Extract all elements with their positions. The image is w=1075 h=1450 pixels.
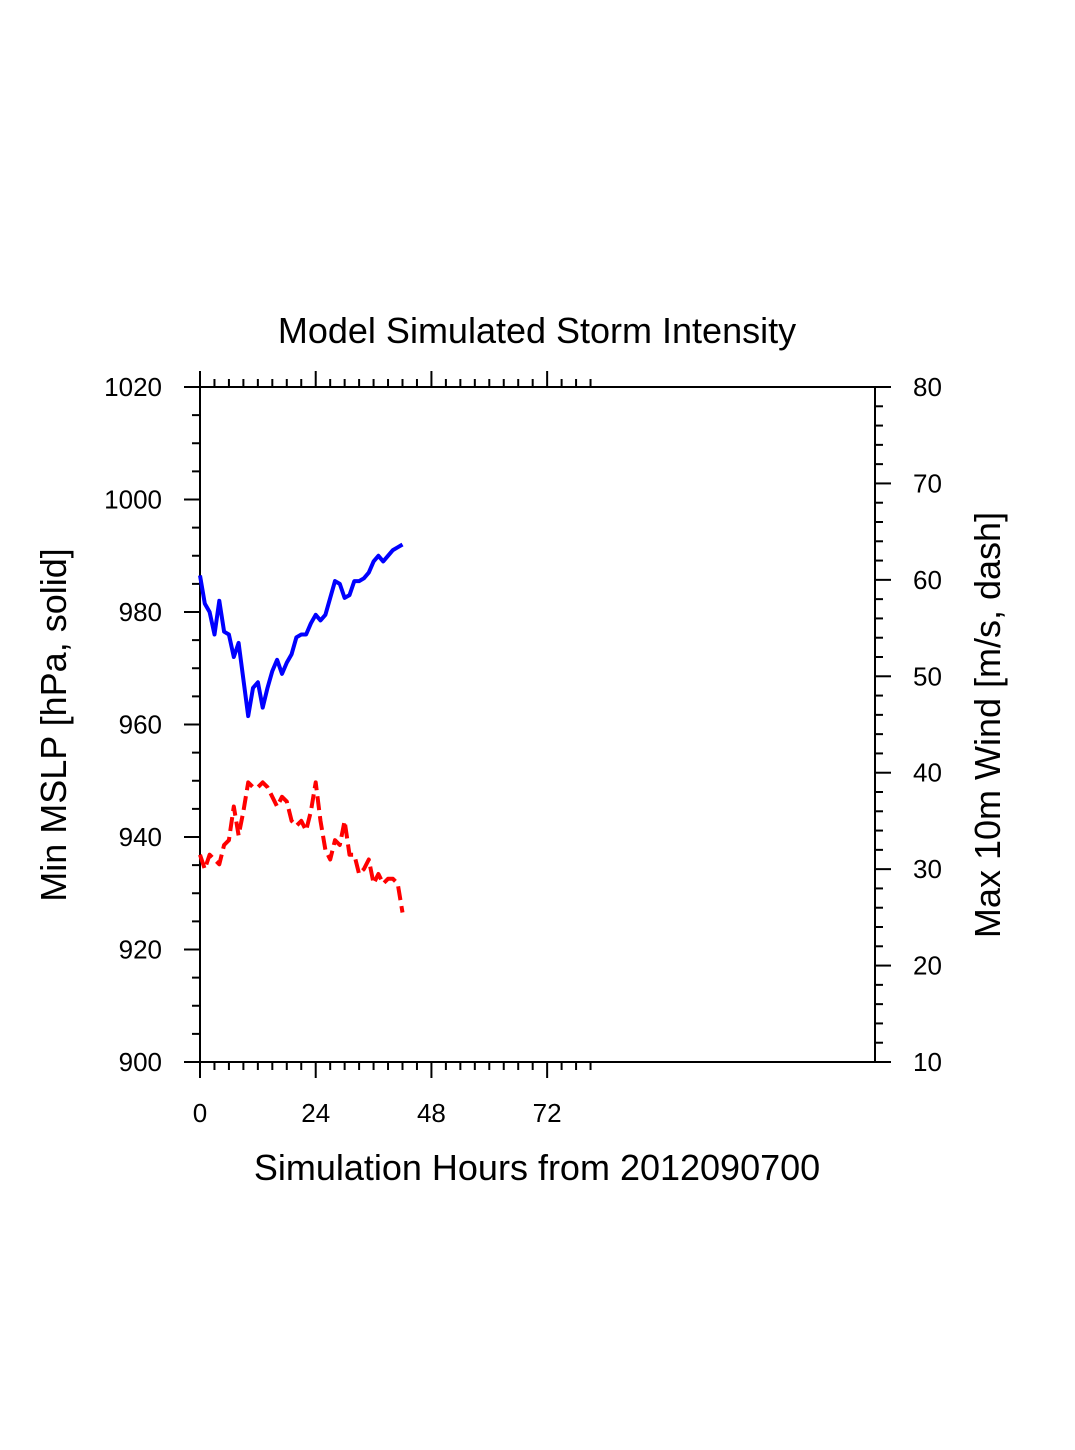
max-wind-series-line: [198, 780, 405, 913]
series-group: [198, 542, 405, 913]
y-tick-label-right: 80: [913, 372, 942, 402]
y-tick-label-left: 1000: [104, 485, 162, 515]
y-tick-label-right: 30: [913, 854, 942, 884]
chart-title: Model Simulated Storm Intensity: [278, 310, 796, 351]
y-tick-label-right: 70: [913, 468, 942, 498]
y-tick-label-right: 20: [913, 951, 942, 981]
y-tick-label-right: 60: [913, 565, 942, 595]
y-axis-label-left: Min MSLP [hPa, solid]: [33, 548, 74, 902]
y-tick-label-left: 940: [119, 822, 162, 852]
x-axis-label: Simulation Hours from 2012090700: [254, 1147, 820, 1188]
plot-frame: [199, 386, 876, 1063]
y-tick-label-right: 50: [913, 661, 942, 691]
y-tick-label-right: 10: [913, 1047, 942, 1077]
axes-group: 0 24 48 72900920940960980100010201020304050…: [104, 371, 942, 1128]
x-tick-label: 0: [193, 1098, 207, 1128]
x-tick-label: 48: [417, 1098, 446, 1128]
x-tick-label: 72: [533, 1098, 562, 1128]
y-tick-label-right: 40: [913, 758, 942, 788]
y-tick-label-left: 920: [119, 935, 162, 965]
y-tick-label-left: 960: [119, 710, 162, 740]
y-tick-label-left: 980: [119, 597, 162, 627]
y-tick-label-left: 900: [119, 1047, 162, 1077]
min-mslp-series-line: [198, 542, 404, 719]
y-axis-label-right: Max 10m Wind [m/s, dash]: [967, 512, 1008, 938]
y-tick-label-left: 1020: [104, 372, 162, 402]
x-tick-label: 24: [301, 1098, 330, 1128]
